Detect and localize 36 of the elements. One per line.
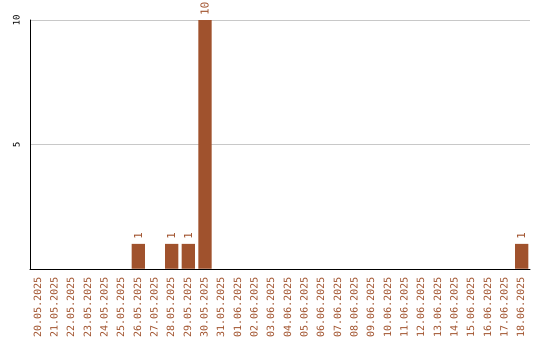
x-tick-label: 29.05.2025 bbox=[182, 276, 194, 338]
data-label: 1 bbox=[132, 232, 145, 239]
x-tick-label: 10.06.2025 bbox=[382, 276, 394, 338]
x-tick-label: 27.05.2025 bbox=[150, 276, 160, 338]
data-label: 1 bbox=[165, 232, 178, 239]
x-tick-label: 17.06.2025 bbox=[500, 276, 510, 338]
x-tick-label: 20.05.2025 bbox=[32, 276, 44, 338]
x-tick-label: 08.06.2025 bbox=[350, 276, 360, 338]
x-tick-label: 18.06.2025 bbox=[516, 276, 528, 338]
x-tick-label: 28.05.2025 bbox=[166, 276, 178, 338]
x-tick-label: 25.05.2025 bbox=[116, 276, 128, 338]
data-label: 10 bbox=[198, 2, 212, 15]
x-tick-label: 16.06.2025 bbox=[482, 276, 494, 338]
x-tick-label: 07.06.2025 bbox=[332, 276, 344, 338]
x-tick-label: 05.06.2025 bbox=[300, 276, 310, 338]
x-tick-label: 04.06.2025 bbox=[282, 276, 294, 338]
y-tick-label: 5 bbox=[12, 142, 22, 148]
x-tick-label: 12.06.2025 bbox=[416, 276, 428, 338]
x-tick-label: 14.06.2025 bbox=[450, 276, 460, 338]
x-tick-label: 03.06.2025 bbox=[266, 276, 278, 338]
x-tick-label: 11.06.2025 bbox=[400, 276, 410, 338]
x-tick-label: 26.05.2025 bbox=[132, 276, 144, 338]
data-label: 1 bbox=[515, 232, 528, 239]
x-tick-label: 31.05.2025 bbox=[216, 276, 228, 338]
x-tick-label: 01.06.2025 bbox=[232, 276, 244, 338]
x-tick-label: 23.05.2025 bbox=[82, 276, 94, 338]
x-tick-label: 30.05.2025 bbox=[200, 276, 210, 338]
x-tick-label: 15.06.2025 bbox=[466, 276, 478, 338]
x-tick-label: 06.06.2025 bbox=[316, 276, 328, 338]
x-tick-label: 13.06.2025 bbox=[432, 276, 444, 338]
data-label: 1 bbox=[182, 232, 195, 239]
x-tick-label: 22.05.2025 bbox=[66, 276, 78, 338]
x-tick-label: 21.05.2025 bbox=[50, 276, 60, 338]
x-tick-label: 02.06.2025 bbox=[250, 276, 260, 338]
x-tick-label: 09.06.2025 bbox=[366, 276, 378, 338]
x-tick-label: 24.05.2025 bbox=[100, 276, 110, 338]
